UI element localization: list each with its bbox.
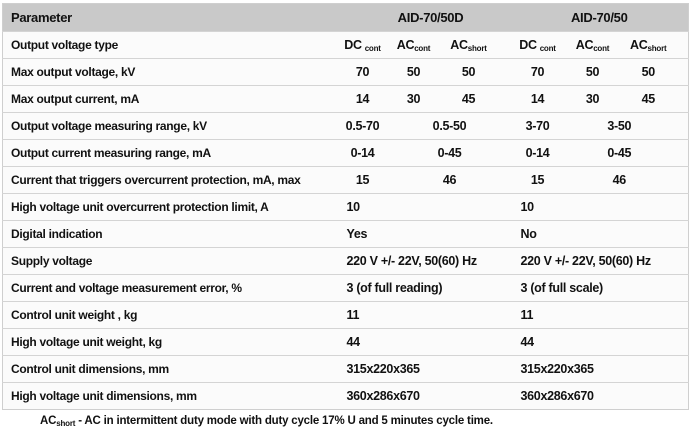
value-cell: 3 (of full scale) <box>520 281 604 295</box>
footnote-base: AC <box>40 415 57 427</box>
value-cell: 0-45 <box>437 146 462 160</box>
table-row-control-unit-weight: Control unit weight , kg 11 11 <box>2 301 689 329</box>
param-label: Control unit dimensions, mm <box>11 362 169 376</box>
value-cell: 46 <box>612 173 627 187</box>
parameter-header: Parameter <box>11 10 72 25</box>
value-cell: No <box>520 227 537 241</box>
value-cell: 315x220x365 <box>520 362 594 376</box>
table-row-digital-indication: Digital indication Yes No <box>2 220 689 248</box>
value-cell: 14 <box>355 92 370 106</box>
value-cell: 14 <box>530 92 545 106</box>
value-cell: 11 <box>346 308 360 322</box>
column-header-dc-cont: DC cont <box>511 32 565 59</box>
param-label: Current that triggers overcurrent protec… <box>11 173 301 187</box>
value-cell: 0-45 <box>607 146 632 160</box>
spec-comparison-table: Parameter AID-70/50D AID-70/50 Output vo… <box>2 3 690 410</box>
value-cell: 15 <box>355 173 370 187</box>
value-cell: 10 <box>520 200 535 214</box>
value-cell: 30 <box>585 92 600 106</box>
col-base: DC <box>519 37 537 52</box>
col-sub: short <box>467 43 487 53</box>
col-base: AC <box>396 37 415 52</box>
param-label: Output current measuring range, mA <box>11 146 211 160</box>
value-cell: 3-70 <box>525 119 550 133</box>
value-cell: 45 <box>641 92 656 106</box>
column-header-ac-cont: ACcont <box>389 32 439 59</box>
table-row-current-measuring-range: Output current measuring range, mA 0-14 … <box>2 139 689 167</box>
value-cell: 50 <box>585 65 600 79</box>
param-label: Supply voltage <box>11 254 93 268</box>
param-label: Current and voltage measurement error, % <box>11 281 242 295</box>
value-cell: 220 V +/- 22V, 50(60) Hz <box>346 254 478 268</box>
col-sub: cont <box>593 43 610 53</box>
param-label: High voltage unit weight, kg <box>11 335 162 349</box>
value-cell: 15 <box>530 173 545 187</box>
value-cell: 50 <box>461 65 476 79</box>
param-label: High voltage unit dimensions, mm <box>11 389 197 403</box>
value-cell: 44 <box>520 335 535 349</box>
param-label: Max output voltage, kV <box>11 65 136 79</box>
param-label: High voltage unit overcurrent protection… <box>11 200 269 214</box>
value-cell: 44 <box>346 335 361 349</box>
value-cell: 50 <box>641 65 656 79</box>
value-cell: 0-14 <box>350 146 375 160</box>
col-sub: cont <box>364 43 381 53</box>
column-header-ac-cont: ACcont <box>565 32 621 59</box>
col-sub: cont <box>414 43 431 53</box>
table-row-max-output-current: Max output current, mA 14 30 45 14 30 45 <box>2 85 689 113</box>
table-row-measurement-error: Current and voltage measurement error, %… <box>2 274 689 302</box>
value-cell: 3 (of full reading) <box>346 281 443 295</box>
value-cell: 50 <box>406 65 421 79</box>
value-cell: 30 <box>406 92 421 106</box>
table-row-overcurrent-limit: High voltage unit overcurrent protection… <box>2 193 689 221</box>
table-row-voltage-measuring-range: Output voltage measuring range, kV 0.5-7… <box>2 112 689 140</box>
col-base: AC <box>450 37 468 52</box>
col-base: AC <box>575 37 594 52</box>
param-label: Output voltage measuring range, kV <box>11 119 207 133</box>
value-cell: 0-14 <box>525 146 550 160</box>
footnote: ACshort - AC in intermittent duty mode w… <box>40 415 493 428</box>
column-header-ac-short: ACshort <box>439 32 511 59</box>
value-cell: Yes <box>346 227 368 241</box>
value-cell: 70 <box>355 65 370 79</box>
table-row-supply-voltage: Supply voltage 220 V +/- 22V, 50(60) Hz … <box>2 247 689 275</box>
value-cell: 10 <box>346 200 361 214</box>
table-row-max-output-voltage: Max output voltage, kV 70 50 50 70 50 50 <box>2 58 689 86</box>
product1-header: AID-70/50D <box>397 10 464 25</box>
col-base: AC <box>630 37 648 52</box>
col-base: DC <box>344 37 362 52</box>
col-sub: short <box>647 43 667 53</box>
table-row-overcurrent-trigger: Current that triggers overcurrent protec… <box>2 166 689 194</box>
value-cell: 3-50 <box>607 119 632 133</box>
value-cell: 46 <box>442 173 457 187</box>
value-cell: 220 V +/- 22V, 50(60) Hz <box>520 254 652 268</box>
footnote-text: - AC in intermittent duty mode with duty… <box>75 415 493 427</box>
param-label: Max output current, mA <box>11 92 140 106</box>
value-cell: 70 <box>530 65 545 79</box>
value-cell: 360x286x670 <box>520 389 594 403</box>
value-cell: 11 <box>520 308 534 322</box>
table-row-hv-unit-dimensions: High voltage unit dimensions, mm 360x286… <box>2 382 689 410</box>
value-cell: 360x286x670 <box>346 389 420 403</box>
value-cell: 315x220x365 <box>346 362 420 376</box>
value-cell: 0.5-50 <box>432 119 467 133</box>
column-header-dc-cont: DC cont <box>337 32 389 59</box>
table-row-hv-unit-weight: High voltage unit weight, kg 44 44 <box>2 328 689 356</box>
table-header-row: Parameter AID-70/50D AID-70/50 <box>2 3 689 32</box>
column-header-ac-short: ACshort <box>621 32 689 59</box>
footnote-sub: short <box>56 419 76 428</box>
value-cell: 45 <box>461 92 476 106</box>
param-label: Digital indication <box>11 227 103 241</box>
param-label: Output voltage type <box>11 38 118 52</box>
param-label: Control unit weight , kg <box>11 308 138 322</box>
table-row-output-voltage-type: Output voltage type DC cont ACcont ACshor… <box>2 31 689 59</box>
product2-header: AID-70/50 <box>570 10 628 25</box>
value-cell: 0.5-70 <box>345 119 380 133</box>
col-sub: cont <box>539 43 556 53</box>
table-row-control-unit-dimensions: Control unit dimensions, mm 315x220x365 … <box>2 355 689 383</box>
